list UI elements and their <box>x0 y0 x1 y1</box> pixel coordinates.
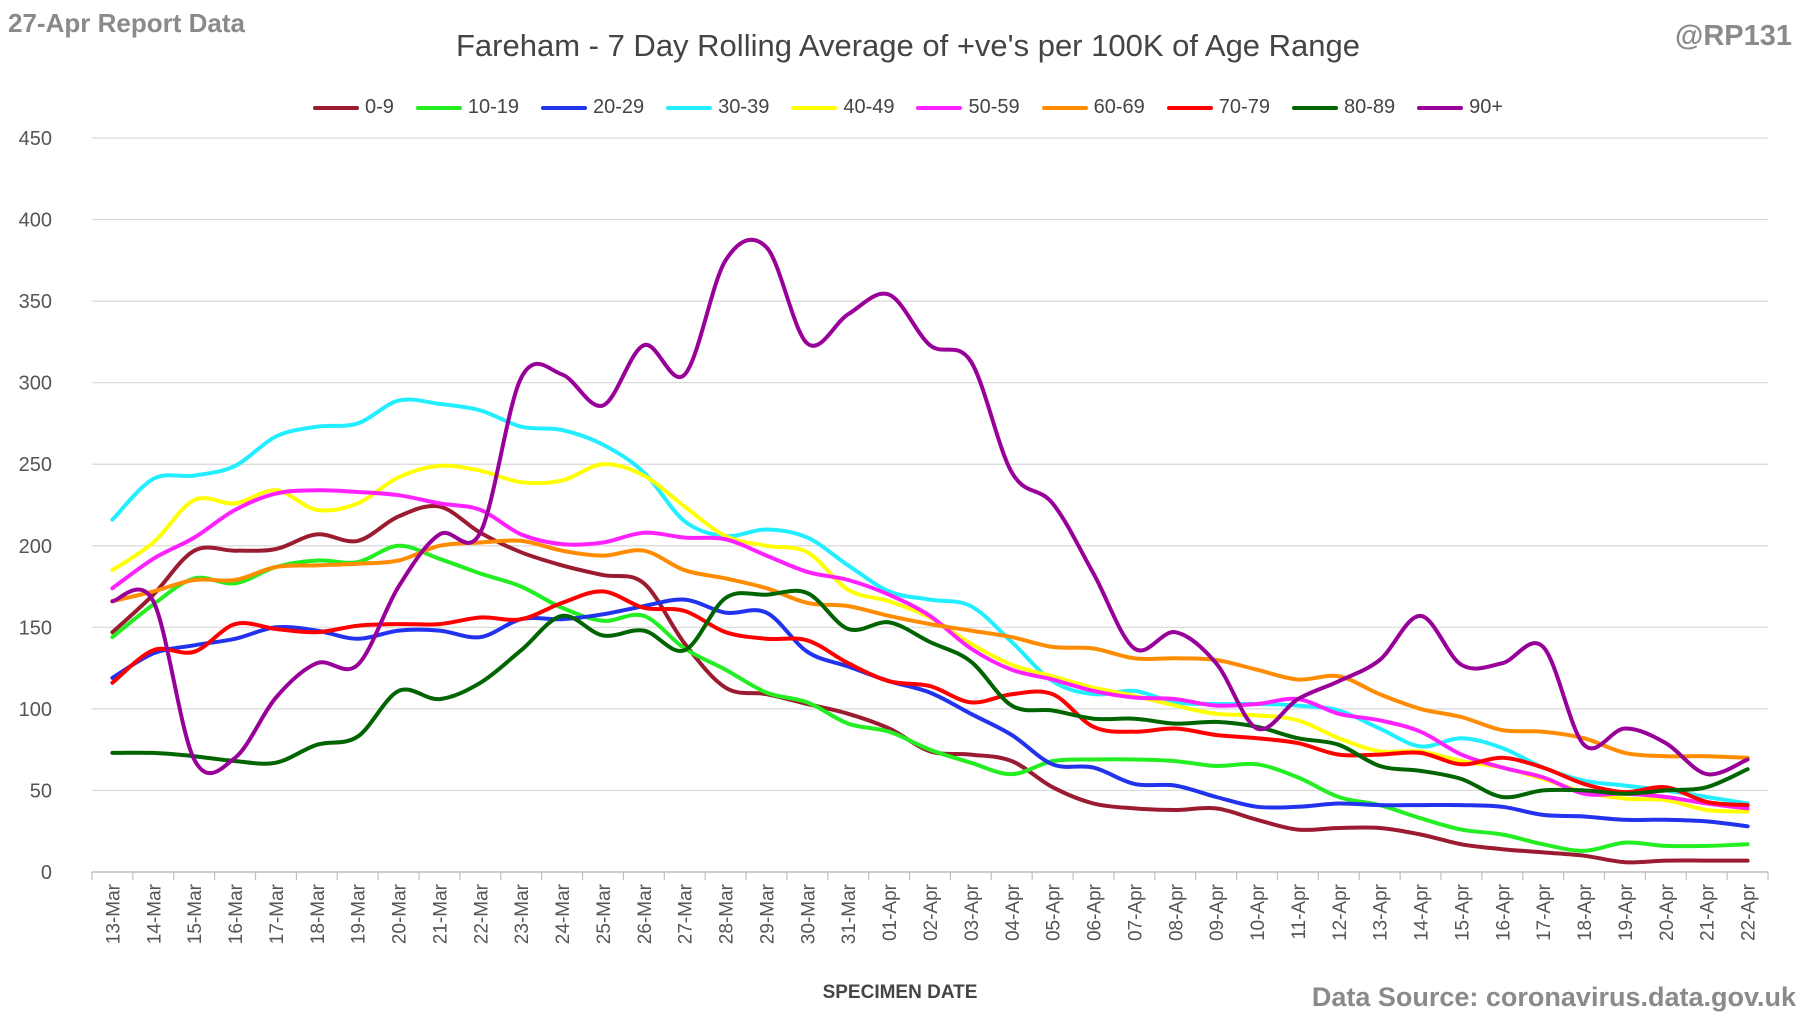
x-tick-label: 19-Mar <box>349 883 370 944</box>
legend-swatch <box>312 105 359 110</box>
legend-swatch <box>1291 105 1338 110</box>
x-tick-label: 16-Apr <box>1493 883 1514 941</box>
legend-swatch <box>791 105 838 110</box>
x-tick-label: 15-Apr <box>1452 883 1473 941</box>
y-tick-label: 150 <box>19 617 52 639</box>
x-tick-label: 08-Apr <box>1166 883 1187 941</box>
x-tick-label: 13-Apr <box>1371 883 1392 941</box>
legend-label: 20-29 <box>593 96 645 118</box>
x-tick-label: 29-Mar <box>757 883 778 944</box>
x-tick-label: 23-Mar <box>512 883 533 944</box>
series-line-80-89 <box>110 588 1750 800</box>
x-tick-label: 10-Apr <box>1248 883 1269 941</box>
legend-swatch <box>916 105 963 110</box>
legend-item: 50-59 <box>916 96 1020 119</box>
legend-item: 40-49 <box>791 96 894 119</box>
x-axis-title: SPECIMEN DATE <box>823 982 978 1003</box>
series-line-50-59 <box>110 488 1750 811</box>
x-tick-label: 30-Mar <box>798 883 819 944</box>
legend-label: 50-59 <box>968 96 1020 118</box>
legend-swatch <box>541 105 588 110</box>
legend-label: 60-69 <box>1093 96 1145 118</box>
legend-item: 90+ <box>1417 96 1503 119</box>
legend-label: 40-49 <box>843 96 895 118</box>
x-tick-label: 24-Mar <box>553 883 574 944</box>
x-tick-label: 12-Apr <box>1330 883 1351 941</box>
legend-item: 80-89 <box>1291 96 1396 119</box>
x-tick-label: 13-Mar <box>103 883 124 944</box>
x-tick-label: 02-Apr <box>921 883 942 941</box>
legend-label: 30-39 <box>718 96 770 118</box>
x-tick-label: 11-Apr <box>1289 883 1310 939</box>
legend-item: 20-29 <box>541 96 644 119</box>
legend-swatch <box>1041 105 1088 110</box>
y-tick-label: 450 <box>19 128 52 150</box>
x-tick-label: 19-Apr <box>1616 883 1637 941</box>
x-tick-label: 26-Mar <box>635 883 656 944</box>
author-handle: @RP131 <box>1675 20 1792 52</box>
x-tick-label: 15-Mar <box>185 883 206 944</box>
chart-legend: 0-9 10-19 20-29 30-39 40-49 50-59 60-69 70-79 80… <box>0 96 1816 119</box>
legend-item: 0-9 <box>312 96 394 119</box>
x-tick-label: 20-Mar <box>390 883 411 944</box>
y-tick-label: 50 <box>30 780 52 802</box>
x-tick-label: 18-Mar <box>308 883 329 944</box>
legend-label: 80-89 <box>1343 96 1396 118</box>
chart-title: Fareham - 7 Day Rolling Average of +ve's… <box>455 28 1361 63</box>
legend-label: 70-79 <box>1218 96 1270 118</box>
y-tick-label: 200 <box>19 536 52 558</box>
legend-item: 10-19 <box>415 96 520 119</box>
series-line-20-29 <box>110 597 1750 829</box>
legend-label: 10-19 <box>467 96 520 118</box>
series-line-70-79 <box>110 589 1750 808</box>
legend-swatch <box>1417 105 1464 110</box>
legend-label: 90+ <box>1469 96 1504 118</box>
x-tick-label: 17-Mar <box>267 883 288 944</box>
legend-label: 0-9 <box>364 96 394 118</box>
legend-item: 70-79 <box>1166 96 1270 119</box>
x-tick-label: 21-Mar <box>430 883 451 944</box>
x-tick-label: 01-Apr <box>880 883 901 941</box>
x-tick-label: 16-Mar <box>226 883 247 944</box>
series-line-60-69 <box>110 538 1750 760</box>
legend-item: 30-39 <box>666 96 769 119</box>
y-tick-label: 250 <box>19 454 52 476</box>
x-tick-label: 05-Apr <box>1044 883 1065 941</box>
x-tick-label: 09-Apr <box>1207 883 1228 941</box>
x-tick-label: 31-Mar <box>839 883 860 944</box>
x-tick-label: 07-Apr <box>1125 883 1146 941</box>
x-tick-label: 20-Apr <box>1657 883 1678 941</box>
x-tick-label: 27-Mar <box>676 883 697 944</box>
legend-swatch <box>666 105 713 110</box>
series-line-10-19 <box>110 543 1750 853</box>
x-tick-label: 14-Mar <box>144 883 165 944</box>
y-tick-label: 350 <box>19 291 52 313</box>
x-tick-label: 25-Mar <box>594 883 615 944</box>
series-line-90+ <box>110 237 1750 777</box>
x-tick-label: 04-Apr <box>1003 883 1024 941</box>
x-tick-label: 03-Apr <box>962 883 983 941</box>
data-source-label: Data Source: coronavirus.data.gov.uk <box>1311 982 1796 1012</box>
y-tick-label: 400 <box>19 210 52 232</box>
y-tick-label: 0 <box>41 862 52 884</box>
legend-swatch <box>415 105 462 110</box>
x-tick-label: 14-Apr <box>1412 883 1433 941</box>
series-line-30-39 <box>110 397 1750 806</box>
report-date-label: 27-Apr Report Data <box>8 8 245 38</box>
legend-item: 60-69 <box>1041 96 1145 119</box>
x-tick-label: 28-Mar <box>717 883 738 944</box>
x-tick-label: 22-Apr <box>1739 883 1760 941</box>
x-tick-label: 06-Apr <box>1085 883 1106 941</box>
y-tick-label: 100 <box>19 699 52 721</box>
x-tick-label: 21-Apr <box>1698 883 1719 941</box>
x-tick-label: 18-Apr <box>1575 883 1596 941</box>
y-tick-label: 300 <box>19 373 52 395</box>
x-tick-label: 22-Mar <box>471 883 492 944</box>
legend-swatch <box>1166 105 1213 110</box>
x-tick-label: 17-Apr <box>1534 883 1555 941</box>
